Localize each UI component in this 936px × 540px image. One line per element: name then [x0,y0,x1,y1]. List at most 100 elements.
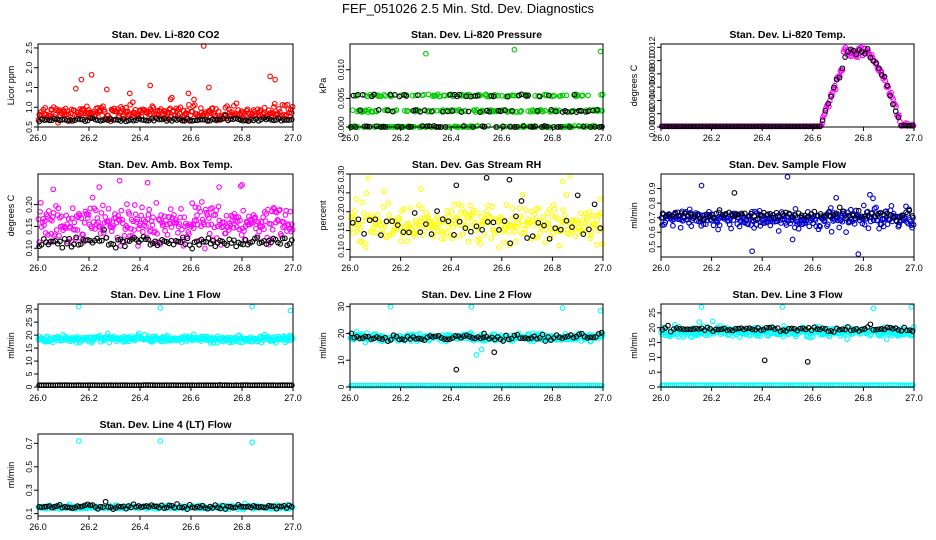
data-point [222,230,229,237]
data-point [752,123,759,130]
data-point [139,229,146,235]
data-point [509,205,516,211]
data-point [157,438,164,444]
data-point [698,123,705,130]
data-point [178,226,185,233]
data-point [150,104,157,111]
data-point [164,231,171,238]
data-point [729,327,736,334]
y-tick-label: 10 [24,356,34,366]
data-point [56,117,63,124]
data-point [142,236,149,243]
data-point [500,338,507,344]
data-point [716,207,723,213]
data-point [77,116,83,123]
data-point [112,116,119,123]
figure-title: FEF_051026 2.5 Min. Std. Dev. Diagnostic… [342,1,594,16]
data-point [864,46,871,52]
data-point [743,123,750,130]
data-point [473,352,480,358]
data-point [853,51,860,58]
y-tick-label: 10 [336,355,346,365]
y-tick-label: 20 [336,328,346,338]
y-tick-label: 0.25 [336,184,346,201]
data-point [488,92,495,99]
data-point [178,206,184,212]
data-point [156,116,162,123]
data-point [119,216,125,223]
data-point [693,123,699,130]
data-point [361,231,367,237]
data-point [271,100,278,107]
data-point [551,93,558,99]
series [347,303,606,358]
data-point [579,93,585,99]
data-point [542,239,549,246]
data-point [272,76,278,83]
data-point [682,326,688,333]
data-point [822,107,829,114]
data-point [690,123,697,130]
data-point [511,46,518,53]
data-point [751,213,758,220]
data-point [735,325,742,332]
data-point [524,235,530,241]
series [659,321,916,365]
data-point [559,335,566,342]
data-point [490,219,497,226]
data-point [895,327,902,333]
data-point [102,498,109,505]
data-point [833,194,840,201]
data-point [198,199,205,205]
data-point [256,228,262,235]
data-point [452,333,459,339]
data-point [798,212,805,219]
data-point [359,335,366,341]
data-point [581,224,587,231]
data-point [530,223,537,229]
data-point [710,123,716,130]
data-point [508,335,515,342]
data-point [659,210,666,217]
data-point [867,321,874,328]
data-point [98,237,105,244]
data-point [74,227,81,233]
data-point [579,92,586,99]
data-point [389,218,396,225]
data-point [534,107,541,114]
y-tick-label: 0.30 [336,165,346,182]
data-point [559,305,566,311]
data-point [569,224,575,230]
data-point [873,204,879,211]
data-point [199,116,206,123]
x-tick-label: 26.0 [29,393,47,403]
data-point [207,340,214,346]
data-point [393,227,399,233]
data-point [546,92,552,99]
series [347,173,606,251]
data-point [804,358,811,365]
data-point [883,336,890,342]
data-point [84,215,91,221]
data-point [697,215,704,222]
data-point [839,218,846,225]
data-point [776,214,783,220]
data-point [271,117,277,124]
data-point [282,102,288,109]
data-point [463,332,470,339]
data-point [887,93,893,99]
data-point [484,219,491,225]
x-tick-label: 26.2 [80,133,98,143]
x-tick-label: 26.4 [753,263,771,273]
data-point [870,326,877,333]
data-point [189,118,196,124]
data-point [788,123,795,130]
data-point [540,213,547,220]
data-point [884,221,891,228]
data-point [827,205,834,211]
y-tick-label: 0.012 [647,36,657,58]
data-point [732,326,739,332]
data-point [774,123,781,130]
x-tick-label: 26.8 [233,522,251,532]
y-tick-label: 1.5 [24,81,34,93]
